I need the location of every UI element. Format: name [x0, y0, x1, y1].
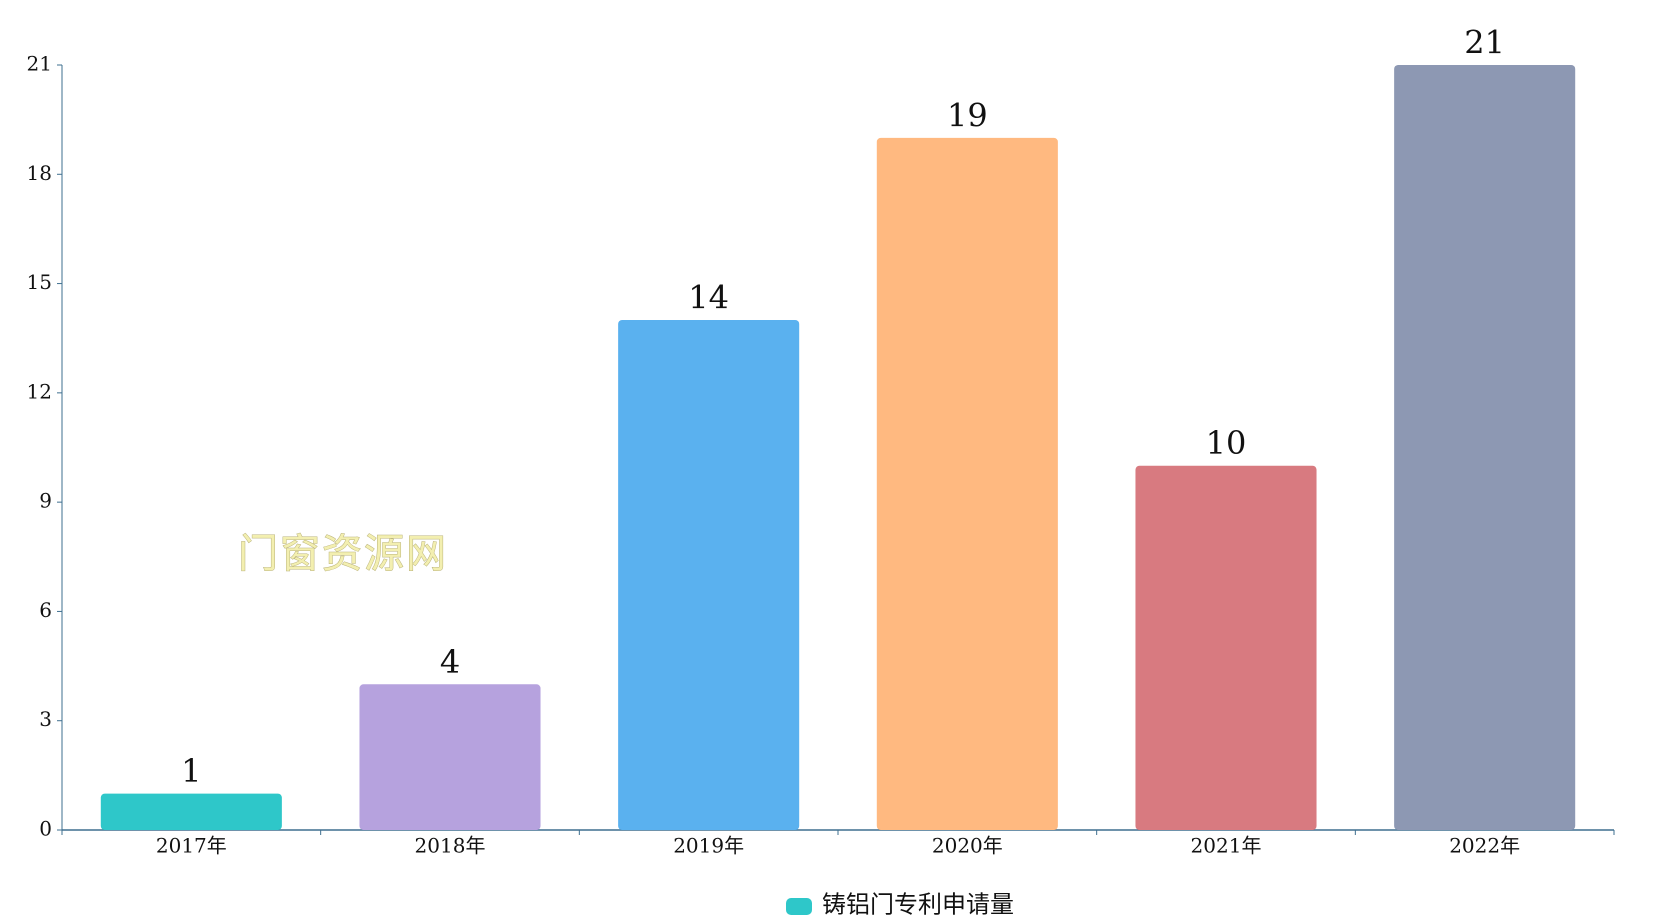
y-tick-label: 6 — [39, 598, 52, 622]
x-tick-label: 2017年 — [156, 834, 227, 858]
value-label: 21 — [1464, 24, 1505, 62]
x-tick-label: 2018年 — [415, 834, 486, 858]
bar — [100, 793, 282, 830]
value-label: 1 — [181, 752, 201, 790]
x-tick-label: 2022年 — [1449, 834, 1520, 858]
bar — [359, 684, 541, 830]
bar — [618, 320, 800, 830]
y-tick-label: 3 — [39, 707, 52, 731]
y-tick-label: 18 — [27, 161, 52, 185]
x-tick-label: 2020年 — [932, 834, 1003, 858]
watermark: 门窗资源网 — [238, 531, 448, 577]
value-label: 10 — [1206, 424, 1247, 462]
bar — [1135, 465, 1317, 830]
value-label: 14 — [688, 279, 729, 317]
x-tick-label: 2021年 — [1191, 834, 1262, 858]
value-label: 4 — [440, 643, 460, 681]
y-tick-label: 9 — [39, 489, 52, 513]
x-tick-label: 2019年 — [673, 834, 744, 858]
value-label: 19 — [947, 96, 988, 134]
y-tick-label: 15 — [27, 270, 52, 294]
y-tick-label: 0 — [39, 817, 52, 841]
bar — [876, 137, 1058, 830]
legend-swatch — [786, 898, 812, 915]
bar — [1394, 65, 1576, 830]
y-tick-label: 21 — [27, 52, 52, 76]
y-tick-label: 12 — [27, 379, 52, 403]
legend-label: 铸铝门专利申请量 — [822, 891, 1014, 916]
